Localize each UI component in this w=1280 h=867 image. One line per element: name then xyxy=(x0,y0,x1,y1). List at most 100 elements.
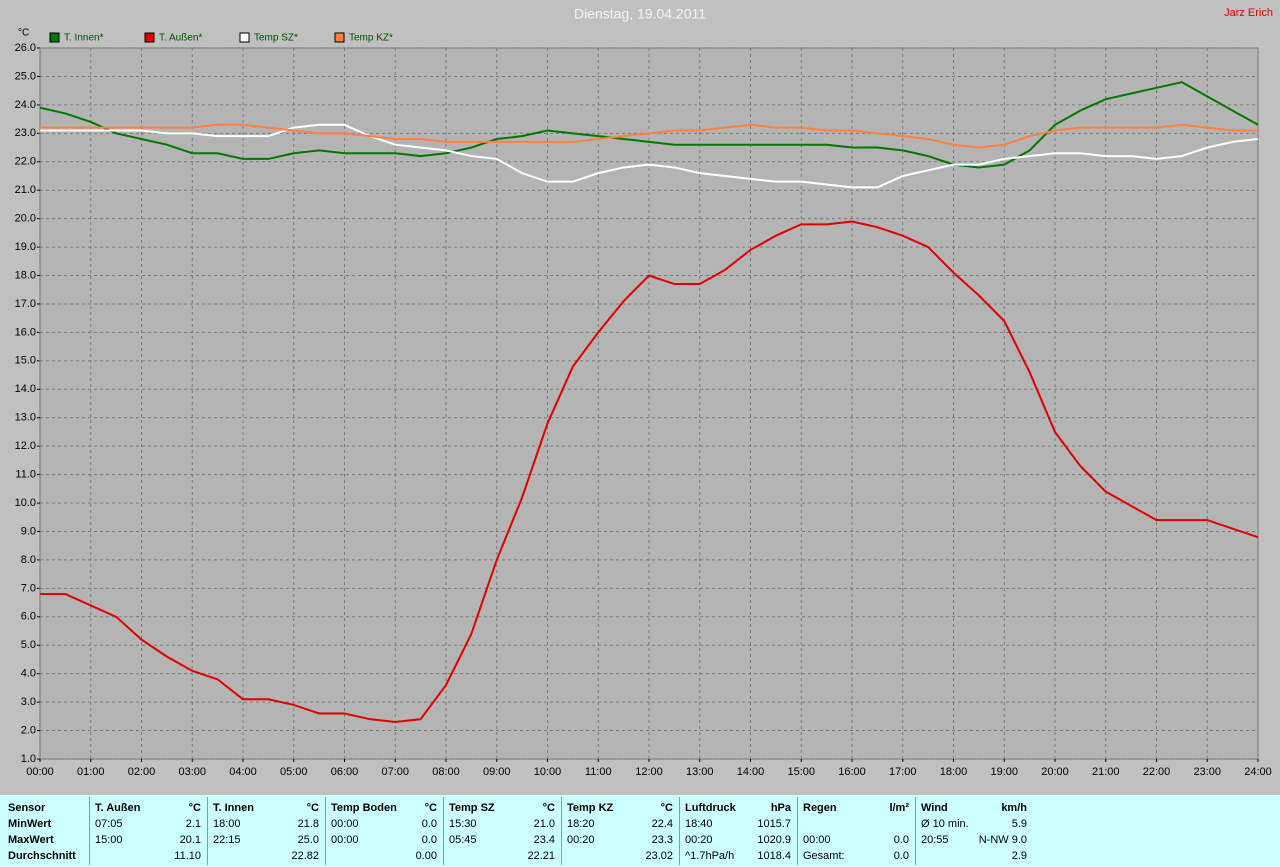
x-tick-label: 11:00 xyxy=(585,766,612,778)
column-separator xyxy=(443,797,444,865)
x-tick-label: 21:00 xyxy=(1092,766,1120,778)
y-tick-label: 15.0 xyxy=(15,355,36,367)
y-axis-label: °C xyxy=(18,28,29,39)
cell-value: 0.0 xyxy=(893,850,909,862)
x-tick-label: 04:00 xyxy=(229,766,257,778)
cell-time: 18:40 xyxy=(685,818,713,830)
cell-value: 22.4 xyxy=(651,818,673,830)
y-tick-label: 24.0 xyxy=(15,99,36,111)
x-tick-label: 07:00 xyxy=(381,766,409,778)
y-tick-label: 1.0 xyxy=(21,753,36,765)
cell-time: 15:00 xyxy=(95,834,123,846)
x-tick-label: 02:00 xyxy=(128,766,156,778)
series-line xyxy=(40,123,1259,189)
series-line xyxy=(40,220,1259,724)
cell-value: 1015.7 xyxy=(757,818,791,830)
column-unit: hPa xyxy=(770,802,791,814)
y-tick-label: 4.0 xyxy=(21,668,36,680)
stats-table: Sensor MinWert MaxWert Durchschnitt T. Außen… xyxy=(0,795,1280,867)
cell-time: 15:30 xyxy=(449,818,477,830)
x-tick-label: 13:00 xyxy=(686,766,714,778)
cell-time: ^1.7hPa/h xyxy=(685,850,735,862)
x-tick-label: 01:00 xyxy=(77,766,105,778)
x-tick-label: 16:00 xyxy=(838,766,866,778)
y-tick-label: 21.0 xyxy=(15,184,36,196)
author: Jarz Erich xyxy=(1224,7,1273,19)
column-separator xyxy=(89,797,90,865)
cell-value: 0.0 xyxy=(421,834,437,846)
cell-time: 05:45 xyxy=(449,834,477,846)
cell-value: 0.00 xyxy=(415,850,437,862)
cell-value: 23.4 xyxy=(533,834,555,846)
cell-time: 07:05 xyxy=(95,818,123,830)
cell-value: 2.9 xyxy=(1011,850,1027,862)
x-tick-label: 20:00 xyxy=(1041,766,1069,778)
y-tick-label: 14.0 xyxy=(15,383,36,395)
column-header: Regen xyxy=(803,802,837,814)
cell-time: 00:00 xyxy=(331,834,359,846)
column-separator xyxy=(561,797,562,865)
legend-swatch xyxy=(49,32,60,43)
column-separator xyxy=(679,797,680,865)
column-header: T. Außen xyxy=(95,802,141,814)
cell-value: 1018.4 xyxy=(757,850,791,862)
column-header: Luftdruck xyxy=(685,802,736,814)
column-header: Temp KZ xyxy=(567,802,614,814)
x-tick-label: 15:00 xyxy=(787,766,815,778)
column-header: Temp Boden xyxy=(331,802,397,814)
y-tick-label: 11.0 xyxy=(15,469,36,481)
y-tick-label: 3.0 xyxy=(21,696,36,708)
column-unit: l/m² xyxy=(889,802,909,814)
cell-value: 22.82 xyxy=(291,850,319,862)
y-tick-label: 16.0 xyxy=(15,326,36,338)
cell-value: 23.02 xyxy=(645,850,673,862)
cell-value: 11.10 xyxy=(174,850,201,862)
y-tick-label: 23.0 xyxy=(15,127,36,139)
legend-label: Temp KZ* xyxy=(349,33,393,44)
x-tick-label: 06:00 xyxy=(331,766,359,778)
row-label: Sensor xyxy=(8,802,46,814)
cell-value: 21.0 xyxy=(533,818,555,830)
y-tick-label: 12.0 xyxy=(15,440,36,452)
y-tick-label: 5.0 xyxy=(21,639,36,651)
cell-time: 00:20 xyxy=(567,834,595,846)
cell-value: 1020.9 xyxy=(757,834,791,846)
column-unit: °C xyxy=(306,802,319,814)
cell-time: 20:55 xyxy=(921,834,949,846)
x-tick-label: 14:00 xyxy=(737,766,765,778)
y-tick-label: 18.0 xyxy=(15,269,36,281)
legend-label: T. Innen* xyxy=(64,33,104,44)
row-label: MinWert xyxy=(8,818,52,830)
column-unit: °C xyxy=(188,802,201,814)
x-tick-label: 05:00 xyxy=(280,766,308,778)
column-separator xyxy=(797,797,798,865)
y-tick-label: 6.0 xyxy=(21,611,36,623)
cell-time: 22:15 xyxy=(213,834,241,846)
cell-time: Ø 10 min. xyxy=(921,818,969,830)
x-tick-label: 08:00 xyxy=(432,766,460,778)
cell-value: 20.1 xyxy=(179,834,201,846)
cell-value: 22.21 xyxy=(527,850,555,862)
y-tick-label: 20.0 xyxy=(15,213,36,225)
chart: Dienstag, 19.04.2011 Jarz Erich °C 1.0 2.… xyxy=(15,6,1273,778)
column-header: Temp SZ xyxy=(449,802,495,814)
x-tick-label: 10:00 xyxy=(534,766,562,778)
x-tick-label: 18:00 xyxy=(940,766,968,778)
y-tick-label: 2.0 xyxy=(21,724,36,736)
cell-time: 00:20 xyxy=(685,834,713,846)
legend-swatch xyxy=(144,32,155,43)
chart-title: Dienstag, 19.04.2011 xyxy=(574,6,706,22)
x-tick-label: 03:00 xyxy=(178,766,206,778)
cell-value: 0.0 xyxy=(421,818,437,830)
column-header: Wind xyxy=(921,802,948,814)
y-tick-label: 13.0 xyxy=(15,412,36,424)
cell-time: Gesamt: xyxy=(803,850,845,862)
column-header: T. Innen xyxy=(213,802,254,814)
column-separator xyxy=(325,797,326,865)
y-tick-label: 7.0 xyxy=(21,582,36,594)
x-tick-label: 19:00 xyxy=(990,766,1018,778)
series-line xyxy=(40,123,1258,149)
column-separator xyxy=(915,797,916,865)
column-unit: km/h xyxy=(1001,802,1027,814)
y-tick-label: 8.0 xyxy=(21,554,36,566)
